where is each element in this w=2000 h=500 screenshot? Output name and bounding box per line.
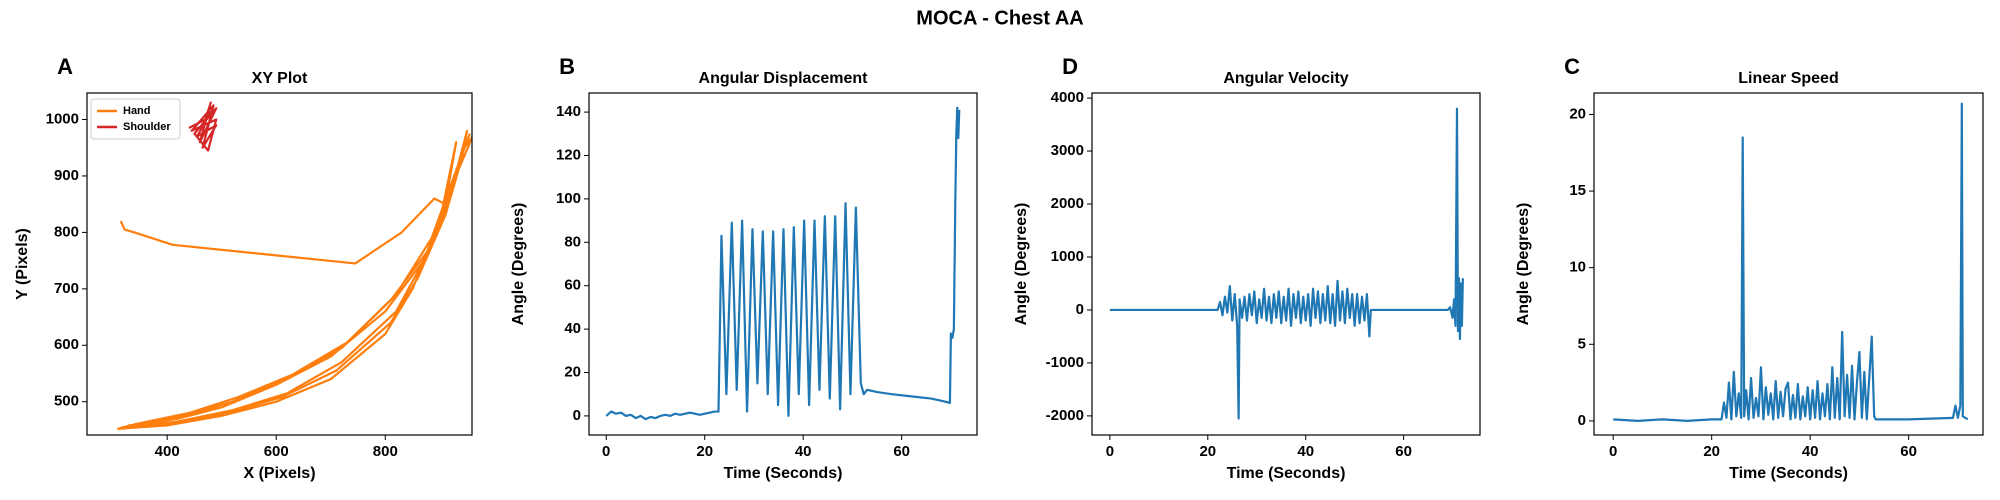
x-tick-label: 40	[1802, 443, 1819, 460]
x-tick-label: 400	[155, 443, 180, 460]
x-tick-label: 60	[1900, 443, 1917, 460]
x-tick-label: 0	[1106, 443, 1114, 460]
y-tick-label: 140	[556, 103, 581, 120]
subplot-title: Angular Displacement	[699, 70, 869, 87]
panel-label: A	[57, 54, 73, 79]
y-tick-label: 0	[573, 407, 581, 424]
y-tick-label: 40	[564, 320, 581, 337]
y-tick-label: 600	[54, 336, 79, 353]
y-tick-label: 700	[54, 280, 79, 297]
x-axis-label: Time (Seconds)	[1729, 465, 1848, 482]
y-tick-label: 60	[564, 277, 581, 294]
y-tick-label: 80	[564, 233, 581, 250]
legend-box	[90, 98, 181, 140]
data-line	[605, 106, 961, 421]
data-line	[1613, 102, 1969, 422]
x-tick-label: 40	[1297, 443, 1314, 460]
x-tick-label: 60	[893, 443, 910, 460]
x-tick-label: 0	[602, 443, 610, 460]
y-tick-label: 1000	[1051, 248, 1084, 265]
y-tick-label: 900	[54, 167, 79, 184]
plot-area	[1613, 102, 1969, 422]
y-tick-label: 0	[1076, 301, 1084, 318]
data-line	[1109, 107, 1464, 420]
x-axis-label: Time (Seconds)	[1227, 465, 1346, 482]
axes-frame	[1593, 92, 1984, 436]
panel-label: B	[559, 54, 575, 79]
subplot-title: Linear Speed	[1738, 70, 1838, 87]
legend-label: Hand	[123, 105, 151, 117]
x-tick-label: 40	[795, 443, 812, 460]
y-axis-label: Angle (Degrees)	[1013, 203, 1030, 326]
y-axis-label: Y (Pixels)	[14, 228, 31, 300]
axes-frame	[588, 92, 978, 436]
y-tick-label: 800	[54, 223, 79, 240]
y-tick-label: 120	[556, 146, 581, 163]
y-tick-label: 2000	[1051, 195, 1084, 212]
y-tick-label: 20	[1569, 105, 1586, 122]
x-axis-label: X (Pixels)	[243, 465, 315, 482]
y-tick-label: 20	[564, 363, 581, 380]
y-tick-label: 15	[1569, 182, 1586, 199]
y-tick-label: 1000	[46, 110, 79, 127]
x-tick-label: 20	[1199, 443, 1216, 460]
axes-frame	[1091, 92, 1481, 436]
panel-label: D	[1062, 54, 1078, 79]
x-tick-label: 60	[1395, 443, 1412, 460]
y-tick-label: 10	[1569, 259, 1586, 276]
data-line	[116, 129, 472, 430]
x-tick-label: 800	[373, 443, 398, 460]
legend-label: Shoulder	[123, 121, 171, 133]
x-tick-label: 0	[1609, 443, 1617, 460]
x-tick-label: 20	[696, 443, 713, 460]
plot-area	[1109, 107, 1464, 420]
y-tick-label: 500	[54, 393, 79, 410]
y-tick-label: -1000	[1046, 354, 1084, 371]
data-line	[188, 101, 218, 152]
x-tick-label: 20	[1703, 443, 1720, 460]
y-axis-label: Angle (Degrees)	[510, 203, 527, 326]
y-tick-label: -2000	[1046, 407, 1084, 424]
subplot-title: XY Plot	[252, 70, 308, 87]
y-tick-label: 5	[1578, 335, 1586, 352]
axes-frame	[86, 92, 473, 436]
panel-label: C	[1564, 54, 1580, 79]
y-axis-label: Angle (Degrees)	[1515, 203, 1532, 326]
y-tick-label: 3000	[1051, 142, 1084, 159]
y-tick-label: 4000	[1051, 89, 1084, 106]
figure-title: MOCA - Chest AA	[916, 7, 1083, 29]
plot-area	[605, 106, 961, 421]
x-axis-label: Time (Seconds)	[724, 465, 843, 482]
y-tick-label: 0	[1578, 412, 1586, 429]
plot-area	[116, 101, 472, 430]
y-tick-label: 100	[556, 190, 581, 207]
subplot-title: Angular Velocity	[1223, 70, 1348, 87]
x-tick-label: 600	[264, 443, 289, 460]
